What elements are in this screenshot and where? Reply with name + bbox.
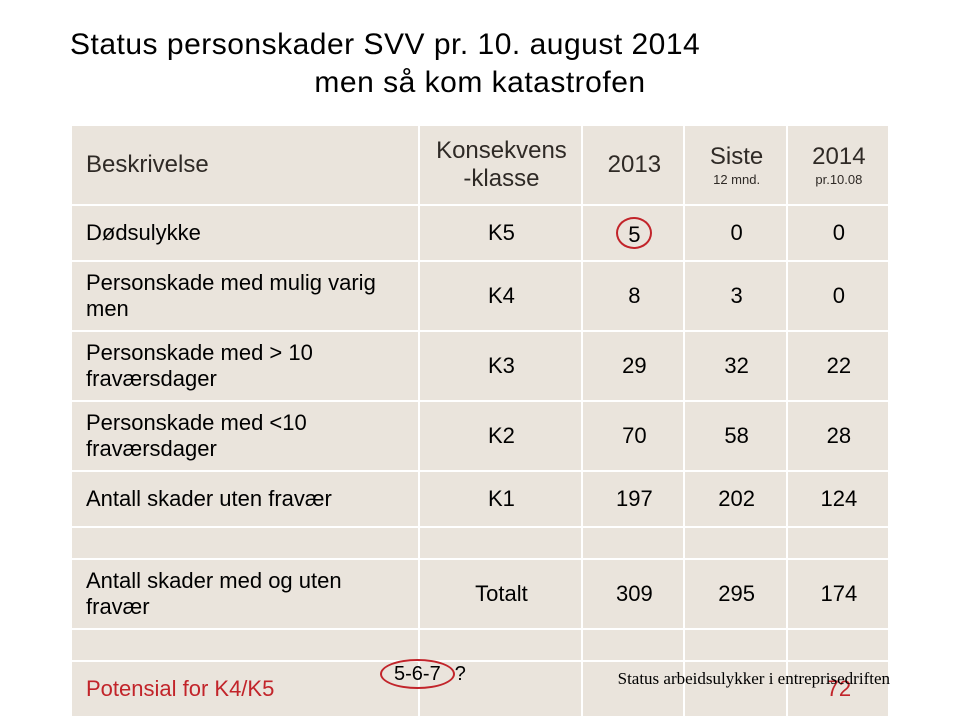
row-siste: 32 [684,331,786,401]
row-siste: 58 [684,401,786,471]
col-2014-sub: pr.10.08 [802,173,876,187]
col-2013: 2013 [582,125,684,205]
col-konsekvens: Konsekvens -klasse [419,125,583,205]
data-table: Beskrivelse Konsekvens -klasse 2013 Sist… [70,124,890,718]
table-row: Antall skader uten fravær K1 197 202 124 [71,471,889,527]
table-row: Personskade med <10 fraværsdager K2 70 5… [71,401,889,471]
row-label: Antall skader uten fravær [71,471,419,527]
col-siste: Siste 12 mnd. [684,125,786,205]
row-label: Personskade med > 10 fraværsdager [71,331,419,401]
row-2013: 309 [582,559,684,629]
row-label: Antall skader med og uten fravær [71,559,419,629]
row-siste: 295 [684,559,786,629]
row-2014: 0 [787,205,889,261]
row-2013: 70 [582,401,684,471]
col-siste-sub: 12 mnd. [699,173,773,187]
spacer-row [71,629,889,661]
row-label: Personskade med <10 fraværsdager [71,401,419,471]
table-header-row: Beskrivelse Konsekvens -klasse 2013 Sist… [71,125,889,205]
row-k: K4 [419,261,583,331]
row-2013: 29 [582,331,684,401]
row-siste: 3 [684,261,786,331]
page: Status personskader SVV pr. 10. august 2… [0,0,960,711]
footer-right: Status arbeidsulykker i entreprisedrifte… [618,669,890,689]
page-subtitle: men så kom katastrofen [70,66,890,100]
row-k: Totalt [419,559,583,629]
row-2014: 174 [787,559,889,629]
table-row: Personskade med > 10 fraværsdager K3 29 … [71,331,889,401]
spacer-row [71,527,889,559]
row-k: K5 [419,205,583,261]
footer-left: 5-6-7? [380,659,466,689]
table-row-total: Antall skader med og uten fravær Totalt … [71,559,889,629]
row-k: K2 [419,401,583,471]
row-2014: 22 [787,331,889,401]
row-siste: 202 [684,471,786,527]
footer-left-ellipse: 5-6-7 [380,659,455,689]
page-title: Status personskader SVV pr. 10. august 2… [70,28,890,62]
row-2014: 0 [787,261,889,331]
row-2014: 28 [787,401,889,471]
row-label: Personskade med mulig varig men [71,261,419,331]
row-label: Dødsulykke [71,205,419,261]
row-k: K3 [419,331,583,401]
row-siste: 0 [684,205,786,261]
row-2014: 124 [787,471,889,527]
table-row: Personskade med mulig varig men K4 8 3 0 [71,261,889,331]
row-k: K1 [419,471,583,527]
row-2013: 5 [582,205,684,261]
table-row: Dødsulykke K5 5 0 0 [71,205,889,261]
row-2013: 8 [582,261,684,331]
col-beskrivelse: Beskrivelse [71,125,419,205]
col-2014: 2014 pr.10.08 [787,125,889,205]
row-2013: 197 [582,471,684,527]
circle-highlight: 5 [616,217,652,249]
potensial-label: Potensial for K4/K5 [71,661,419,717]
